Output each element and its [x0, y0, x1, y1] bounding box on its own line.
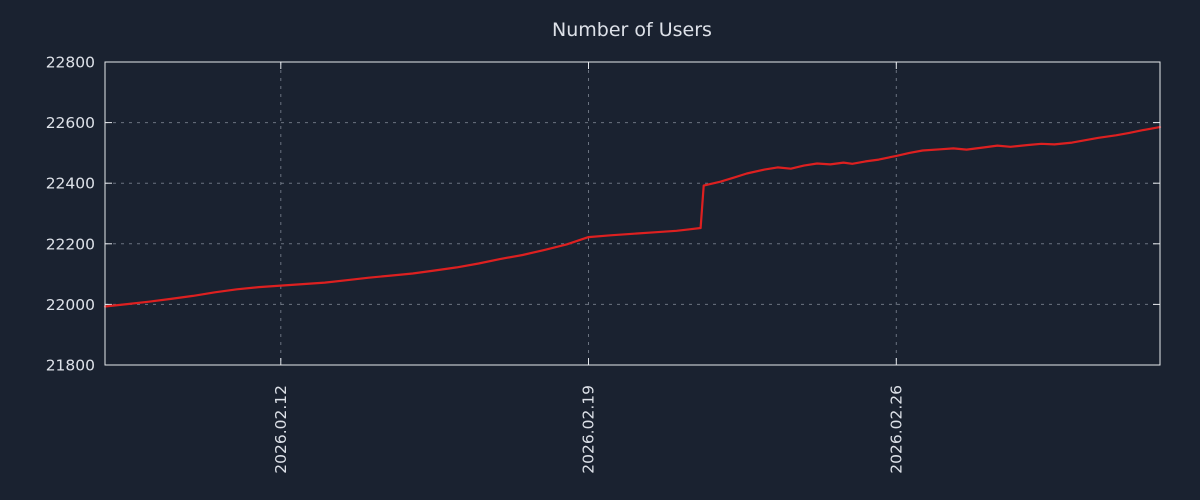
chart-title: Number of Users [552, 19, 712, 41]
plot-border [104, 61, 1161, 366]
y-tick-label: 22800 [46, 54, 95, 72]
y-tick-label: 22000 [46, 296, 95, 314]
series-line [103, 125, 1162, 308]
x-tick-label: 2026.02.26 [887, 385, 905, 474]
y-tick-label: 22400 [46, 175, 95, 193]
y-tick-label: 21800 [46, 357, 95, 375]
x-tick-label: 2026.02.19 [580, 385, 598, 474]
y-tick-label: 22200 [46, 235, 95, 253]
x-tick-label: 2026.02.12 [272, 385, 290, 474]
grid-layer: 21800 22000 22200 22400 22600 22800 2026.02.12… [46, 54, 1160, 474]
y-tick-label: 22600 [46, 114, 95, 132]
